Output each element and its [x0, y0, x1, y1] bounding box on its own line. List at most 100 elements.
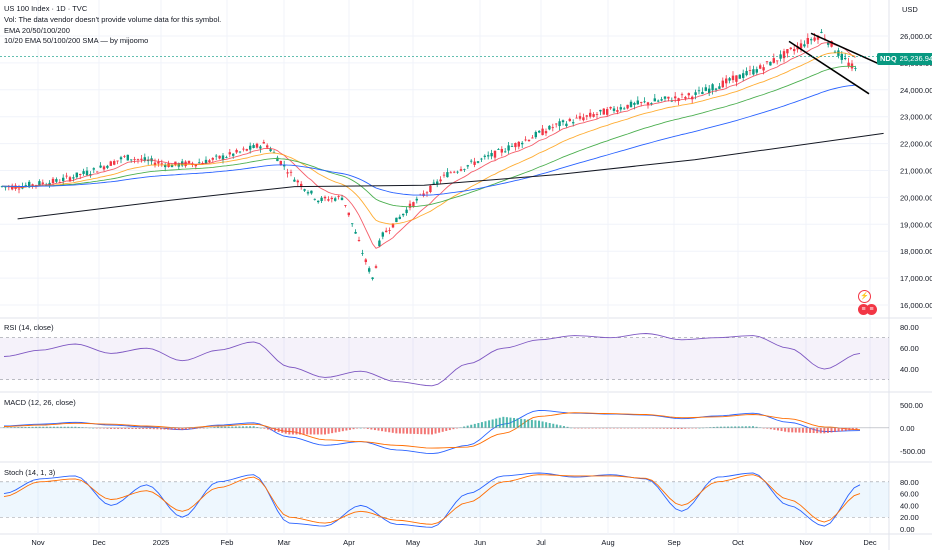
macd-histogram-bar	[388, 427, 391, 433]
macd-histogram-bar	[92, 427, 95, 429]
candle-up	[803, 44, 806, 47]
candle-down	[140, 158, 143, 160]
candle-up	[745, 70, 748, 76]
candle-down	[541, 128, 544, 136]
candle-down	[157, 161, 160, 164]
macd-histogram-bar	[324, 427, 326, 435]
candle-down	[606, 109, 609, 115]
macd-histogram-bar	[723, 426, 726, 428]
candle-up	[561, 120, 565, 123]
macd-histogram-bar	[124, 427, 127, 429]
candle-up	[126, 154, 129, 161]
candle-up	[697, 90, 701, 92]
macd-histogram-bar	[63, 426, 66, 428]
candle-down	[776, 60, 779, 62]
macd-histogram-bar	[427, 427, 430, 435]
macd-histogram-bar	[167, 427, 170, 430]
ema-10-line	[1, 42, 856, 249]
x-tick-label: May	[406, 538, 420, 547]
price-tick-label: 23,000.00	[900, 113, 932, 122]
macd-histogram-bar	[10, 427, 13, 428]
macd-histogram-bar	[495, 418, 498, 428]
candle-up	[718, 86, 721, 89]
candle-up	[565, 123, 568, 127]
macd-histogram-bar	[587, 427, 590, 429]
macd-histogram-bar	[306, 427, 309, 435]
macd-histogram-bar	[38, 426, 41, 428]
candle-up	[629, 101, 633, 107]
candle-up	[548, 125, 551, 130]
macd-histogram-bar	[602, 427, 605, 429]
macd-histogram-bar	[637, 427, 640, 429]
candle-down	[337, 196, 340, 197]
macd-histogram-bar	[434, 427, 437, 434]
macd-histogram-bar	[224, 426, 227, 428]
candle-up	[415, 198, 418, 201]
macd-histogram-bar	[184, 427, 187, 430]
candle-up	[657, 100, 660, 102]
sma-200-line	[17, 132, 884, 220]
macd-histogram-bar	[719, 426, 722, 428]
macd-histogram-bar	[202, 427, 205, 429]
price-tick-label: 19,000.00	[900, 220, 932, 229]
macd-histogram-bar	[801, 427, 804, 433]
stoch-d-line	[3, 474, 861, 525]
candle-up	[623, 108, 626, 110]
candle-up	[619, 107, 622, 110]
macd-histogram-bar	[513, 417, 516, 428]
earnings-flag-icon[interactable]: ≡	[858, 304, 869, 315]
macd-histogram-bar	[844, 427, 847, 431]
candle-down	[17, 188, 21, 190]
macd-histogram-bar	[249, 426, 252, 428]
candle-down	[585, 115, 588, 117]
macd-histogram-bar	[841, 427, 844, 432]
candle-up	[232, 153, 235, 156]
macd-histogram-bar	[27, 426, 30, 428]
candle-up	[769, 61, 772, 66]
macd-histogram-bar	[748, 426, 751, 428]
dividend-flash-icon[interactable]: ⚡	[858, 290, 871, 303]
last-price-value: 25,236.94	[899, 54, 932, 63]
macd-histogram-bar	[655, 427, 658, 429]
macd-histogram-bar	[338, 427, 341, 432]
macd-histogram-bar	[145, 427, 148, 429]
macd-histogram-bar	[402, 427, 405, 434]
candle-down	[194, 164, 197, 167]
candle-up	[854, 68, 857, 69]
candle-down	[385, 230, 388, 233]
macd-histogram-bar	[823, 427, 826, 434]
macd-histogram-bar	[188, 427, 191, 430]
candle-up	[827, 42, 830, 45]
macd-histogram-bar	[170, 427, 173, 430]
candle-up	[694, 92, 697, 95]
macd-histogram-bar	[406, 427, 409, 434]
trendline-lower	[788, 40, 870, 95]
candle-up	[85, 170, 89, 176]
macd-histogram-bar	[545, 422, 548, 428]
candle-down	[51, 178, 55, 183]
macd-histogram-bar	[837, 427, 840, 432]
candle-up	[368, 268, 371, 272]
candle-down	[364, 259, 367, 263]
candle-up	[215, 155, 218, 157]
candle-down	[300, 183, 303, 187]
macd-histogram-bar	[277, 427, 280, 432]
candle-down	[79, 174, 82, 176]
candle-up	[708, 88, 711, 94]
candle-up	[269, 149, 272, 152]
macd-histogram-bar	[448, 427, 451, 431]
candle-up	[354, 231, 357, 234]
macd-histogram-bar	[555, 424, 558, 428]
candle-up	[558, 121, 561, 127]
candle-up	[24, 185, 27, 187]
candle-down	[772, 58, 775, 63]
economic-event-icon[interactable]: ≡	[866, 304, 877, 315]
candle-down	[847, 62, 850, 67]
macd-histogram-bar	[409, 427, 412, 434]
candle-up	[92, 168, 95, 170]
candle-up	[225, 157, 228, 158]
macd-histogram-bar	[505, 417, 508, 428]
macd-histogram-bar	[70, 426, 73, 428]
candle-up	[276, 157, 279, 162]
